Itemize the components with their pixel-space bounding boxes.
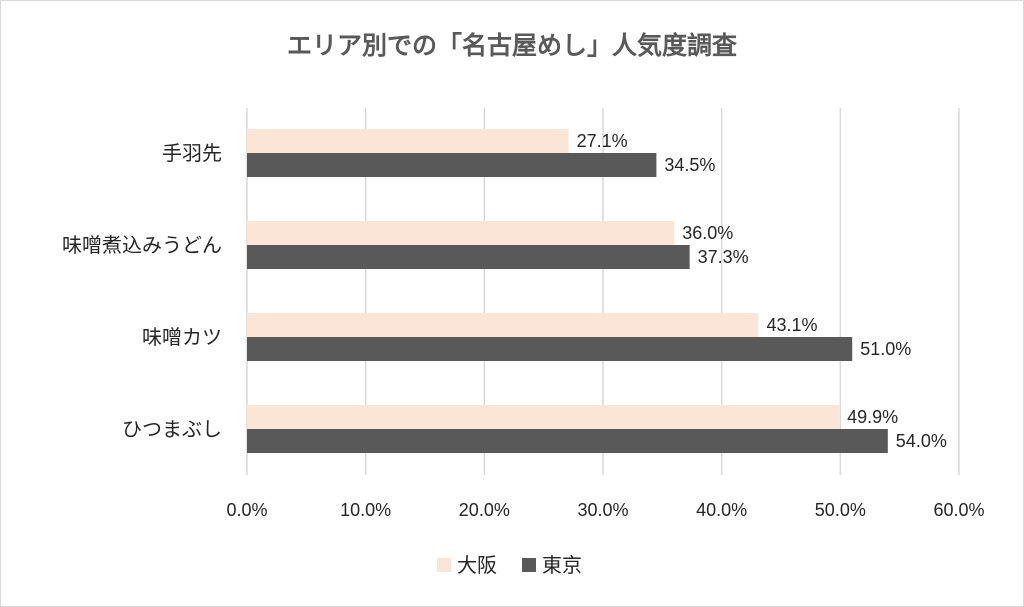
category-label: ひつまぶし bbox=[122, 417, 222, 441]
data-label: 43.1% bbox=[766, 315, 817, 335]
x-tick-label: 10.0% bbox=[340, 500, 391, 520]
bar-tokyo bbox=[247, 337, 853, 361]
bar-tokyo bbox=[247, 245, 690, 269]
data-label: 34.5% bbox=[664, 155, 715, 175]
legend-label: 大阪 bbox=[457, 553, 497, 577]
data-label: 51.0% bbox=[860, 339, 911, 359]
x-tick-label: 0.0% bbox=[226, 500, 267, 520]
legend-swatch bbox=[522, 558, 536, 572]
x-tick-label: 50.0% bbox=[815, 500, 866, 520]
legend-label: 東京 bbox=[542, 553, 582, 577]
x-tick-label: 40.0% bbox=[696, 500, 747, 520]
x-tick-label: 60.0% bbox=[933, 500, 984, 520]
category-label: 味噌カツ bbox=[142, 325, 222, 349]
category-label: 味噌煮込みうどん bbox=[62, 233, 222, 257]
bar-osaka bbox=[247, 221, 675, 245]
data-label: 36.0% bbox=[682, 223, 733, 243]
data-label: 27.1% bbox=[577, 131, 628, 151]
data-label: 54.0% bbox=[896, 431, 947, 451]
data-label: 37.3% bbox=[698, 247, 749, 267]
x-tick-label: 20.0% bbox=[459, 500, 510, 520]
bar-osaka bbox=[247, 129, 569, 153]
data-label: 49.9% bbox=[847, 407, 898, 427]
bar-tokyo bbox=[247, 429, 888, 453]
bar-osaka bbox=[247, 405, 840, 429]
bar-tokyo bbox=[247, 153, 657, 177]
x-tick-label: 30.0% bbox=[577, 500, 628, 520]
category-label: 手羽先 bbox=[162, 141, 222, 165]
bar-osaka bbox=[247, 313, 759, 337]
chart-title: エリア別での「名古屋めし」人気度調査 bbox=[286, 31, 737, 60]
legend-swatch bbox=[437, 558, 451, 572]
